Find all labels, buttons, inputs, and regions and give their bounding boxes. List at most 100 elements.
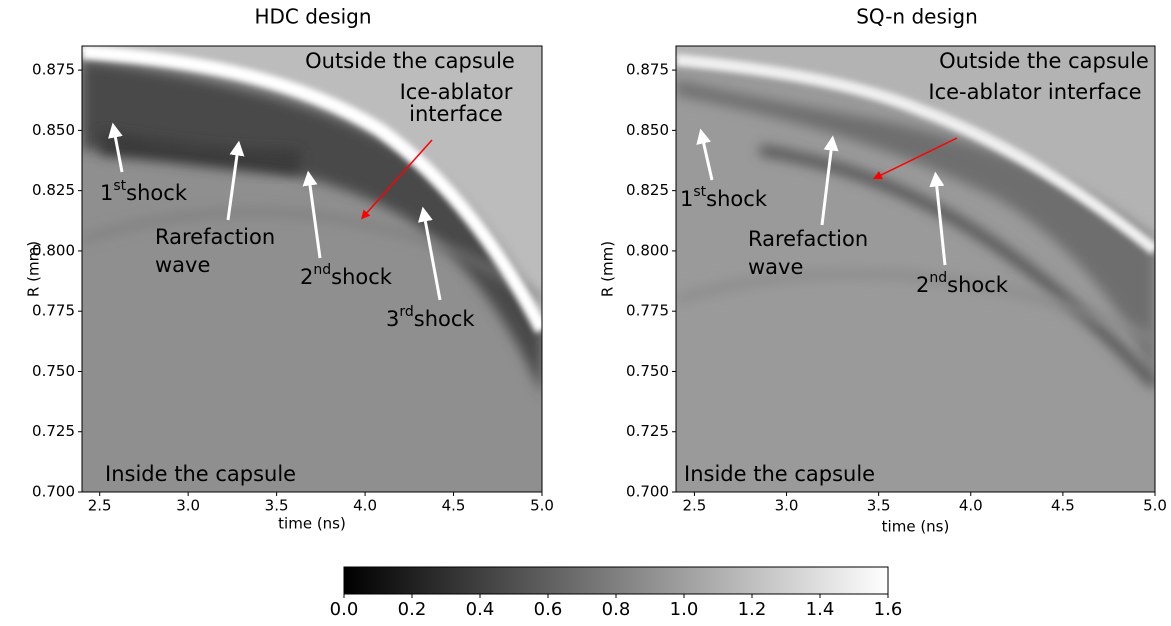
y-tick-label: 0.825 [32, 181, 75, 199]
annotation-text: Ice-ablator [400, 80, 513, 104]
arrow [820, 135, 839, 226]
y-tick-label: 0.800 [626, 241, 669, 259]
arrow [872, 137, 958, 180]
annotation: 2ndshock [916, 270, 1009, 297]
annotation-sup: nd [313, 262, 331, 278]
x-tick-label: 3.0 [775, 497, 799, 515]
annotation: Ice-ablator [400, 80, 513, 104]
y-tick-label: 0.850 [32, 121, 75, 139]
annotation-text: Inside the capsule [105, 462, 296, 486]
x-axis-label: time (ns) [278, 515, 346, 533]
annotation-text: Outside the capsule [939, 49, 1149, 73]
annotation-text: wave [155, 253, 210, 277]
image [676, 46, 1155, 492]
annotation-text: Rarefaction [748, 227, 868, 251]
image [82, 46, 542, 492]
annotation-sup: st [113, 178, 126, 194]
y-tick-label: 0.875 [626, 61, 669, 79]
arrow [108, 122, 124, 173]
annotation-base: 1 [100, 181, 113, 205]
x-tick-label: 3.0 [176, 497, 200, 515]
y-axis-label: R (mm) [599, 241, 617, 297]
y-tick-label: 0.800 [32, 241, 75, 259]
annotation-base: 2 [916, 273, 929, 297]
y-tick-label: 0.750 [626, 362, 669, 380]
shell-band [82, 46, 542, 334]
y-tick-label: 0.700 [32, 483, 75, 501]
y-tick-label: 0.775 [32, 302, 75, 320]
annotation: Inside the capsule [105, 462, 296, 486]
x-axis-label: time (ns) [882, 518, 950, 536]
annotation-text: wave [748, 255, 803, 279]
annotation-text: shock [331, 265, 393, 289]
annotation-base: 2 [300, 265, 313, 289]
x-tick-label: 5.0 [1143, 497, 1167, 515]
annotation-base: 3 [386, 307, 399, 331]
axes-frame [675, 45, 1156, 493]
x-tick-label: 2.5 [682, 497, 706, 515]
y-tick-label: 0.825 [626, 181, 669, 199]
x-tick-label: 4.0 [959, 497, 983, 515]
annotation-text: Outside the capsule [305, 49, 515, 73]
chart-title: HDC design [254, 5, 371, 29]
annotation: Outside the capsule [939, 49, 1149, 73]
annotation-text: Rarefaction [155, 225, 275, 249]
chart-title: SQ-n design [856, 5, 978, 29]
x-tick-label: 4.5 [1051, 497, 1075, 515]
annotation: Rarefaction [155, 225, 275, 249]
colorbar-tick-label: 0.2 [398, 599, 427, 620]
annotation: wave [748, 255, 803, 279]
x-tick-label: 2.5 [88, 497, 112, 515]
x-tick-label: 5.0 [530, 497, 554, 515]
dark-line [759, 145, 1155, 389]
colorbar [343, 566, 889, 595]
colorbar-tick-label: 1.4 [806, 599, 835, 620]
arrow [696, 128, 714, 181]
annotation: 1stshock [680, 184, 768, 211]
dark-blob [100, 130, 300, 175]
x-tick-label: 3.5 [265, 497, 289, 515]
arrow [929, 171, 947, 266]
annotation: 1stshock [100, 178, 188, 205]
annotation-text: interface [409, 102, 503, 126]
x-tick-label: 4.5 [442, 497, 466, 515]
arrow [302, 170, 322, 259]
inner-wave [82, 209, 542, 303]
arrow [360, 139, 433, 220]
colorbar-tick-label: 0.8 [602, 599, 631, 620]
colorbar-tick-label: 0.4 [466, 599, 495, 620]
colorbar-tick-label: 1.0 [670, 599, 699, 620]
arrow [417, 206, 442, 301]
annotation-text: Inside the capsule [684, 462, 875, 486]
annotation: 3rdshock [386, 304, 475, 331]
x-tick-label: 4.0 [353, 497, 377, 515]
x-tick-label: 3.5 [867, 497, 891, 515]
y-tick-label: 0.775 [626, 302, 669, 320]
axes-frame [81, 45, 543, 493]
annotation: Outside the capsule [305, 49, 515, 73]
annotation-text: Ice-ablator interface [928, 80, 1141, 104]
colorbar-tick-label: 1.6 [874, 599, 903, 620]
colorbar-tick-label: 0.0 [330, 599, 359, 620]
outside-region [676, 46, 1155, 250]
annotation-text: shock [706, 187, 768, 211]
dark-band [82, 60, 542, 395]
arrow [226, 140, 245, 221]
y-tick-label: 0.700 [626, 483, 669, 501]
annotation-text: shock [947, 273, 1009, 297]
annotation-sup: rd [399, 304, 413, 320]
y-tick-label: 0.750 [32, 362, 75, 380]
y-tick-label: 0.725 [32, 422, 75, 440]
colorbar-tick-label: 0.6 [534, 599, 563, 620]
annotation: 2ndshock [300, 262, 393, 289]
y-axis-label: R (mm) [25, 241, 43, 297]
annotation: Ice-ablator interface [928, 80, 1141, 104]
annotation-sup: nd [929, 270, 947, 286]
annotation: interface [409, 102, 503, 126]
outside-region [82, 46, 542, 330]
shell-band [676, 54, 1155, 255]
dark-band [676, 80, 1155, 380]
y-tick-label: 0.850 [626, 121, 669, 139]
inner-wave [676, 269, 1155, 344]
